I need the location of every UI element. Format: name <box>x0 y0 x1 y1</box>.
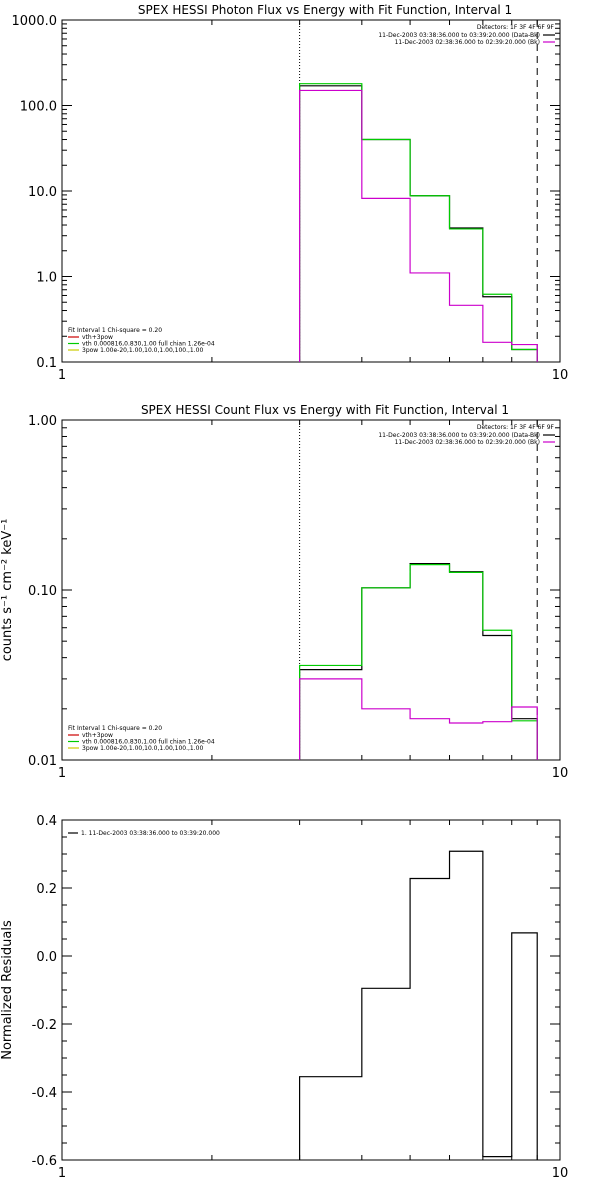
legend-top-header: Detectors: 1F 3F 4F 6F 9F <box>477 24 555 31</box>
x-tick-label: 1 <box>58 1166 66 1181</box>
y-tick-label: 0.01 <box>28 754 57 769</box>
photon-flux-plot-frame <box>61 19 561 363</box>
y-tick-label: 1.0 <box>36 271 57 286</box>
series-1-step-line <box>299 564 538 760</box>
y-tick-label: 0.4 <box>36 814 57 829</box>
x-tick-label: 1 <box>58 766 66 781</box>
residuals-panel: Normalized Residuals 1 10 -0.6 -0.4 -0.2 0.0 0… <box>0 814 568 1181</box>
legend-bottom-entry: vth+3pow <box>82 334 113 341</box>
legend-bottom-entry: vth+3pow <box>82 732 113 739</box>
legend-entry: 1. 11-Dec-2003 03:38:36.000 to 03:39:20.… <box>81 830 220 837</box>
y-tick-label: 0.1 <box>36 356 57 371</box>
y-tick-label: -0.4 <box>32 1086 57 1101</box>
x-tick-label: 10 <box>552 1166 569 1181</box>
y-tick-label: 10.0 <box>28 185 57 200</box>
legend-bottom-entry: vth 0.000816,0.830,1.00 full chian 1.26e… <box>82 341 215 348</box>
legend-top-entry: 11-Dec-2003 02:38:36.000 to 02:39:20.000… <box>395 39 540 46</box>
y-tick-label: 1.00 <box>28 414 57 429</box>
y-tick-label: 1000.0 <box>12 14 58 29</box>
x-tick-label: 10 <box>552 368 569 383</box>
legend-bottom-entry: 3pow 1.00e-20,1.00,10.0,1.00,100.,1.00 <box>82 347 203 354</box>
y-tick-label: 0.10 <box>28 584 57 599</box>
legend-top-header: Detectors: 1F 3F 4F 6F 9F <box>477 424 555 431</box>
series-0-step-line <box>299 850 538 1160</box>
legend-top-entry: 11-Dec-2003 03:38:36.000 to 03:39:20.000… <box>378 32 540 39</box>
photon-flux-title: SPEX HESSI Photon Flux vs Energy with Fi… <box>138 3 512 17</box>
series-1-step-line <box>299 83 538 362</box>
count-flux-plot-frame <box>61 419 561 761</box>
legend-top-entry: 11-Dec-2003 03:38:36.000 to 03:39:20.000… <box>378 432 540 439</box>
residuals-ylabel: Normalized Residuals <box>0 920 15 1060</box>
y-tick-label: 0.0 <box>36 950 57 965</box>
x-tick-label: 1 <box>58 368 66 383</box>
series-0-step-line <box>299 562 538 760</box>
legend-bottom-header: Fit Interval 1 Chi-square = 0.20 <box>68 327 162 334</box>
y-tick-label: -0.6 <box>32 1154 57 1169</box>
legend-bottom-entry: 3pow 1.00e-20,1.00,10.0,1.00,100.,1.00 <box>82 745 203 752</box>
count-flux-title: SPEX HESSI Count Flux vs Energy with Fit… <box>141 403 509 417</box>
count-flux-ylabel: counts s⁻¹ cm⁻² keV⁻¹ <box>0 519 15 662</box>
count-flux-content: 1 10 0.01 0.10 1.00 Detectors: 1F 3F 4F 6F 9F… <box>28 414 568 781</box>
legend-bottom-entry: vth 0.000816,0.830,1.00 full chian 1.26e… <box>82 739 215 746</box>
y-tick-label: -0.2 <box>32 1018 57 1033</box>
photon-flux-panel: SPEX HESSI Photon Flux vs Energy with Fi… <box>12 3 569 383</box>
y-tick-label: 0.2 <box>36 882 57 897</box>
series-2-step-line <box>299 89 538 362</box>
x-tick-label: 10 <box>552 766 569 781</box>
count-flux-panel: SPEX HESSI Count Flux vs Energy with Fit… <box>0 403 568 781</box>
y-tick-label: 100.0 <box>20 100 57 115</box>
series-2-step-line <box>299 678 538 760</box>
legend-top-entry: 11-Dec-2003 02:38:36.000 to 02:39:20.000… <box>395 439 540 446</box>
photon-flux-content: 1 10 0.1 1.0 10.0 100.0 1000.0 Detectors: 1F 3F… <box>12 14 569 383</box>
series-0-step-line <box>299 85 538 362</box>
residuals-content: 1 10 -0.6 -0.4 -0.2 0.0 0.2 0.4 1. 11-Dec-2003 0… <box>32 814 569 1181</box>
residuals-plot-frame <box>61 819 561 1161</box>
legend-bottom-header: Fit Interval 1 Chi-square = 0.20 <box>68 725 162 732</box>
